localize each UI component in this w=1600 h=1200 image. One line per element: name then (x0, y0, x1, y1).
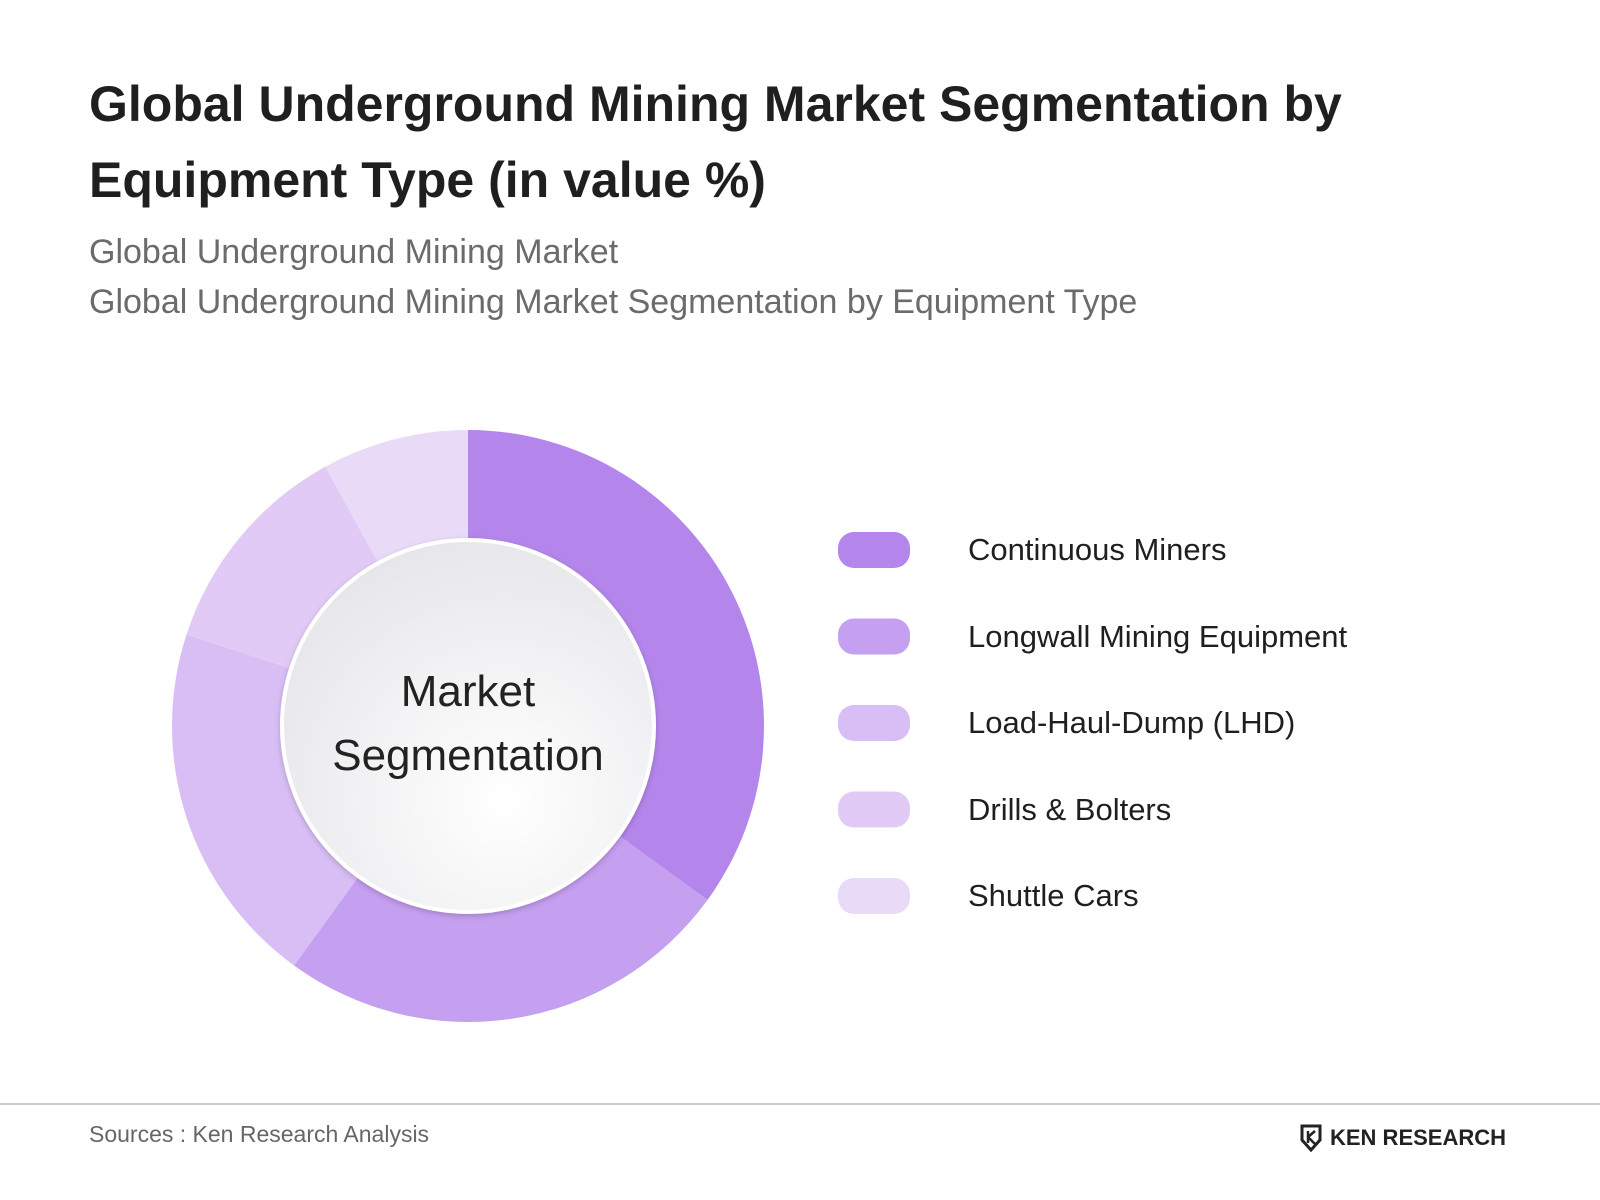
divider (0, 1103, 1600, 1105)
logo: KEN RESEARCH (1330, 1125, 1507, 1150)
legend (838, 532, 910, 914)
legend-swatch (838, 618, 910, 655)
legend-label: Shuttle Cars (968, 878, 1139, 913)
chart-title: Global Underground Mining Market Segment… (89, 76, 1342, 208)
legend-label: Drills & Bolters (968, 791, 1172, 827)
source: Sources : Ken Research Analysis (89, 1121, 430, 1147)
legend-swatch (838, 791, 910, 828)
legend-swatch (838, 705, 910, 741)
legend-label: Load-Haul-Dump (LHD) (968, 705, 1296, 740)
logo-icon (1300, 1124, 1322, 1152)
center-label: Market Segmentation (332, 667, 604, 780)
legend-label: Longwall Mining Equipment (968, 618, 1348, 654)
legend-swatch (838, 532, 910, 568)
subtitle: Global Underground Mining Market (89, 233, 619, 271)
donut-hole (280, 538, 656, 914)
subtitle: Global Underground Mining Market Segment… (89, 283, 1138, 321)
legend-label: Continuous Miners (968, 532, 1227, 567)
legend-swatch (838, 878, 910, 914)
donut-slice (171, 634, 380, 966)
